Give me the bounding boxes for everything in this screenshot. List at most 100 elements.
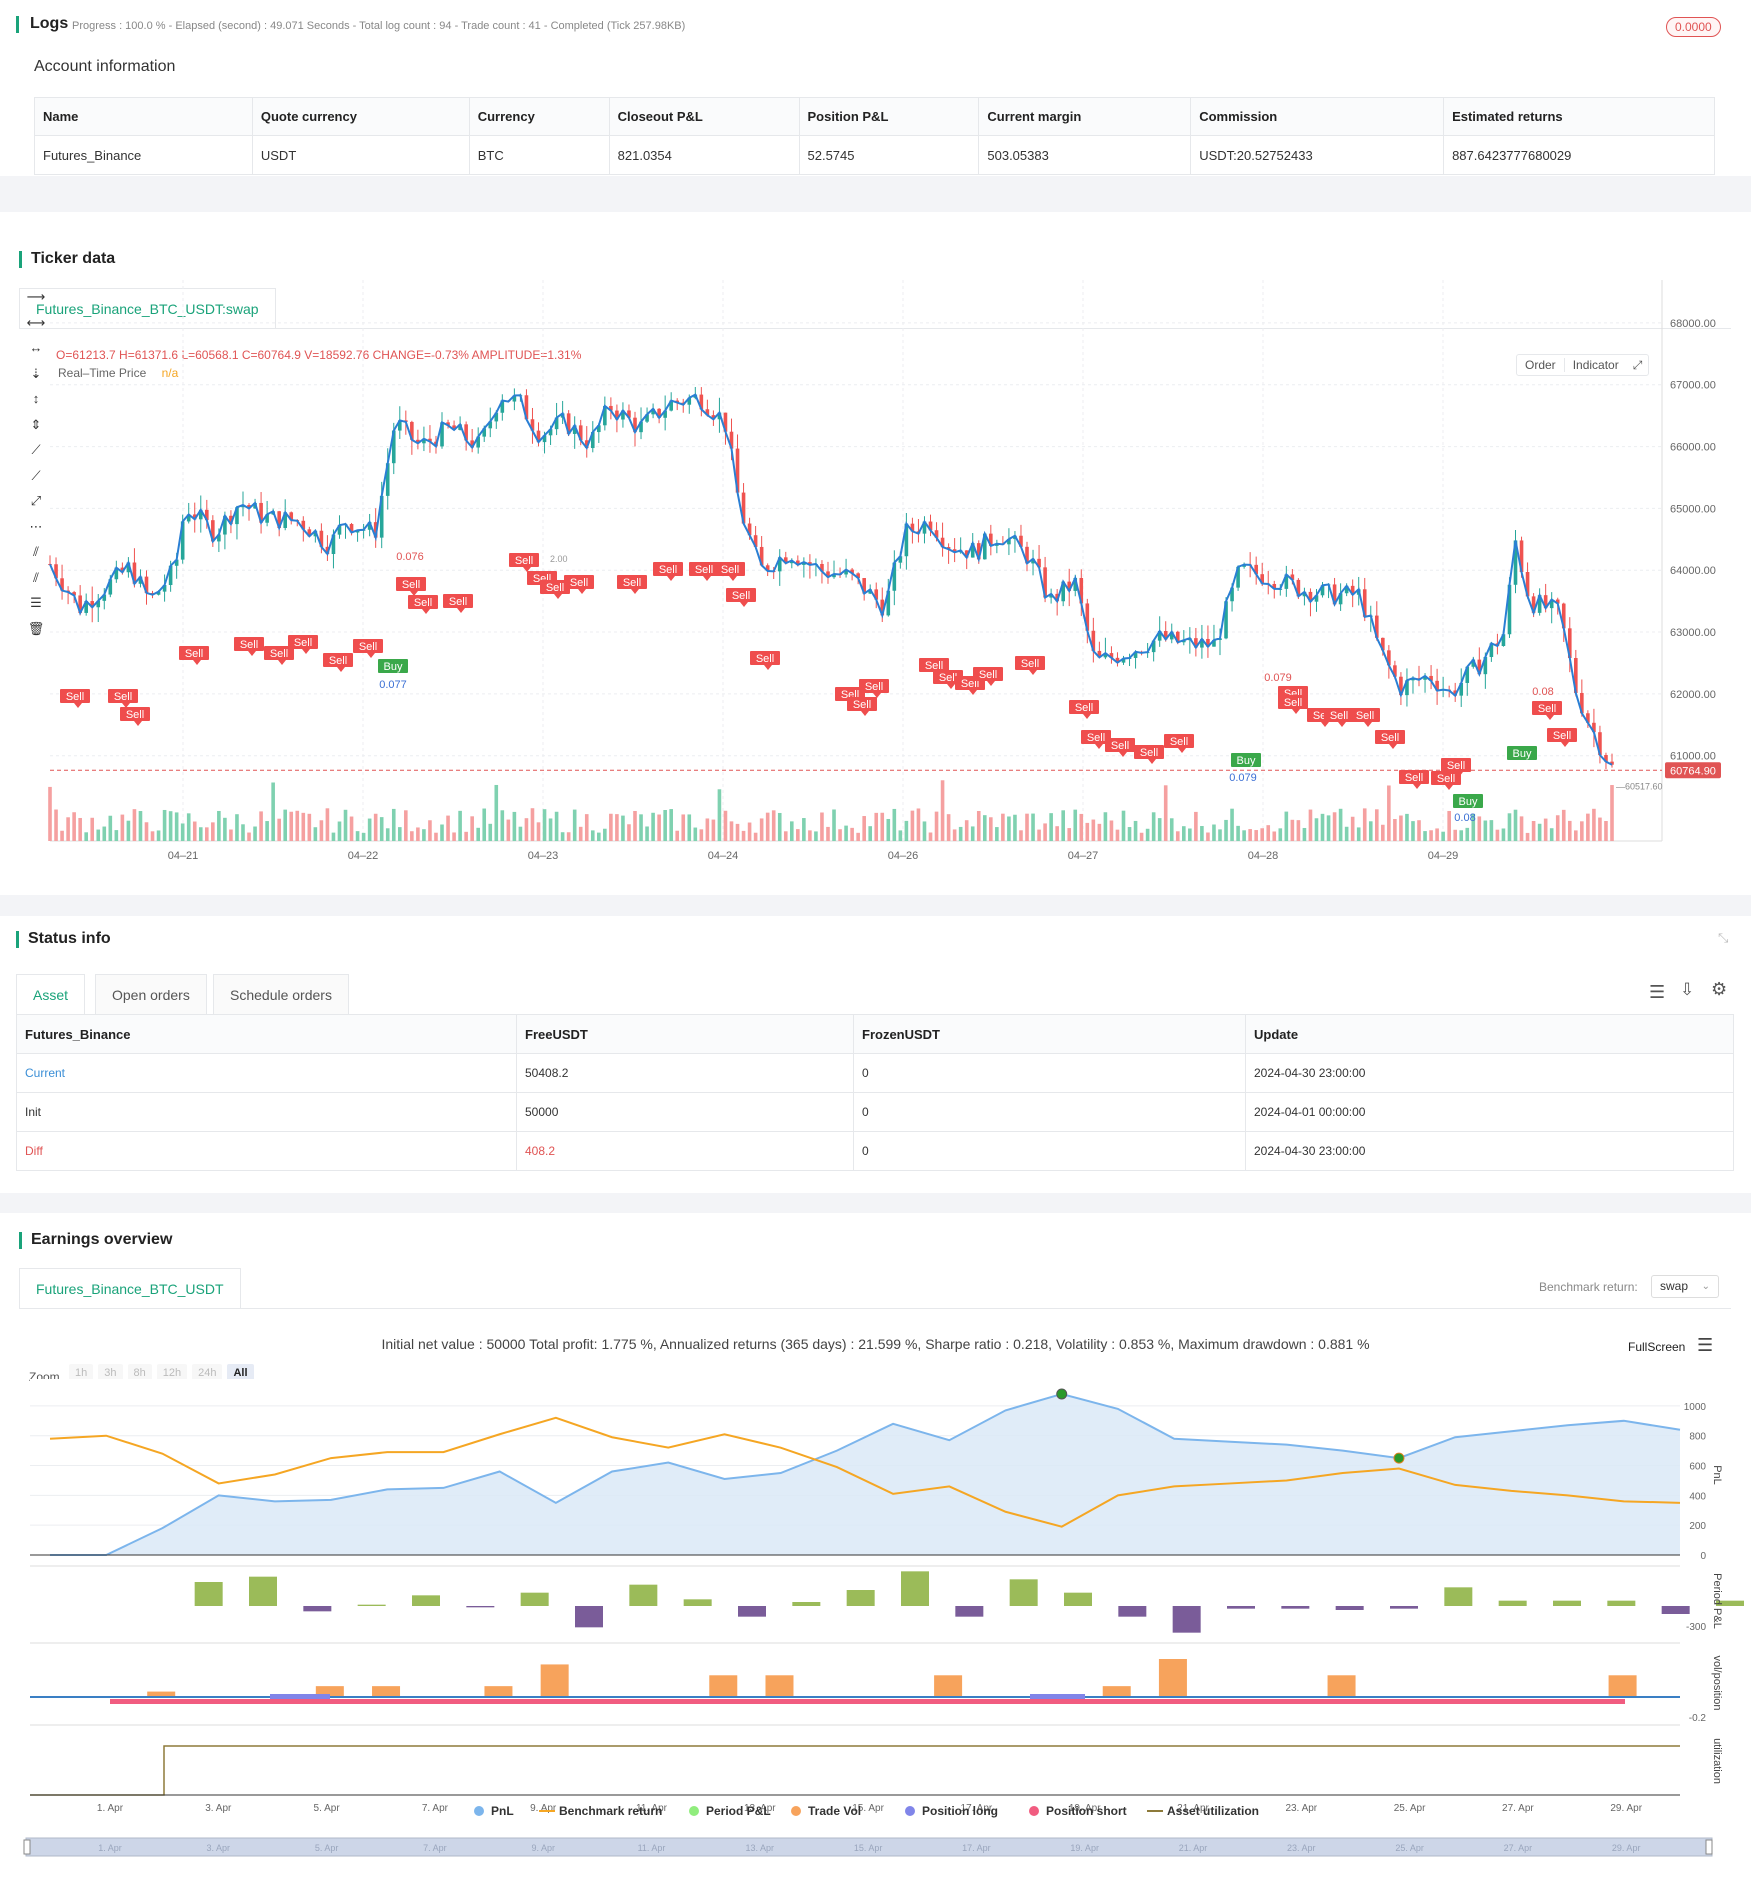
- account-col-0: Name: [34, 97, 253, 136]
- sell-marker-arrow: [1561, 742, 1569, 747]
- period-pnl-bar: [194, 1582, 223, 1606]
- period-pnl-bar: [1607, 1600, 1636, 1606]
- menu-icon[interactable]: ☰: [1649, 982, 1666, 1002]
- indicator-button[interactable]: Indicator: [1572, 358, 1619, 372]
- candle-body: [796, 560, 800, 565]
- horizontal-line-icon[interactable]: ↔: [29, 340, 43, 355]
- sell-label: Sell: [359, 641, 377, 653]
- trend-line-icon[interactable]: ⟋: [31, 442, 41, 457]
- volume-bar: [958, 826, 963, 841]
- volume-bar: [1091, 819, 1096, 841]
- account-col-3: Closeout P&L: [608, 97, 800, 136]
- tab-asset[interactable]: Asset: [16, 974, 86, 1014]
- collapse-icon[interactable]: ⤡: [1718, 930, 1729, 945]
- vertical-line-icon[interactable]: ⇣: [30, 365, 42, 381]
- account-cell-7: 887.6423777680029: [1443, 135, 1715, 175]
- sell-marker-arrow: [1083, 714, 1091, 719]
- volume-bar: [343, 809, 348, 841]
- candle-body: [946, 547, 951, 550]
- volume-bar: [500, 810, 505, 841]
- volume-bar: [1109, 820, 1114, 841]
- benchmark-select[interactable]: swap ⌄: [1651, 1275, 1719, 1298]
- horizontal-ray-icon[interactable]: ⟶: [26, 289, 46, 304]
- candle-body: [1537, 595, 1542, 613]
- candle-body: [1574, 658, 1578, 693]
- candlestick-chart[interactable]: 68000.00 67000.00 66000.00 65000.00 64000.00…: [0, 212, 1751, 895]
- zoom-All[interactable]: All: [227, 1364, 254, 1382]
- candle-body: [349, 524, 354, 533]
- faint-price-label: 2.00: [550, 554, 568, 564]
- zoom-12h[interactable]: 12h: [156, 1364, 188, 1382]
- buy-marker: [1453, 794, 1483, 808]
- volume-bar: [470, 816, 474, 841]
- trade-vol-bar: [540, 1664, 569, 1697]
- zoom-8h[interactable]: 8h: [127, 1364, 152, 1382]
- download-icon[interactable]: ⇩: [1680, 980, 1695, 999]
- sell-marker-arrow: [302, 649, 310, 654]
- fib-retracement-icon[interactable]: ☰: [30, 595, 42, 610]
- parallel-channel-icon[interactable]: ⫽: [33, 544, 39, 559]
- candle-body: [446, 422, 450, 426]
- candle-body: [144, 576, 149, 593]
- sell-marker: [509, 553, 539, 567]
- zoom-1h[interactable]: 1h: [69, 1364, 94, 1382]
- volume-bar: [1055, 826, 1059, 841]
- measure-icon[interactable]: ⋯: [29, 518, 43, 534]
- candle-body: [1031, 558, 1035, 564]
- sell-marker-arrow: [1455, 772, 1463, 777]
- candle-body: [1399, 676, 1403, 696]
- sell-marker-arrow: [193, 660, 201, 665]
- volume-bar: [880, 812, 885, 841]
- order-button[interactable]: Order: [1517, 358, 1565, 372]
- tab-open-orders[interactable]: Open orders: [95, 974, 207, 1014]
- sell-label: Sell: [270, 648, 288, 660]
- x-tick: 9. Apr: [530, 1803, 557, 1814]
- volume-bar: [597, 832, 601, 841]
- tab-schedule-orders[interactable]: Schedule orders: [213, 974, 349, 1014]
- candle-body: [609, 405, 613, 411]
- ray-line-icon[interactable]: ⟋: [31, 467, 41, 483]
- row-name-current[interactable]: Current: [16, 1053, 517, 1093]
- candle-body: [1332, 584, 1337, 605]
- fib-channel-icon[interactable]: ⫽: [33, 569, 39, 585]
- volume-bar: [747, 822, 752, 841]
- earnings-chart[interactable]: 1000 800 600 400 200 0 -300 -0.2 PnL Period P&L vo…: [0, 1213, 1751, 1891]
- status-panel: Status info ⤡ Asset Open orders Schedule…: [0, 916, 1751, 1193]
- sell-marker-arrow: [1029, 670, 1037, 675]
- volume-bar: [1163, 785, 1168, 841]
- trash-icon[interactable]: 🗑: [27, 620, 45, 636]
- max-marker: [1056, 1388, 1068, 1400]
- settings-icon[interactable]: ⚙: [1711, 979, 1728, 999]
- sell-marker-arrow: [764, 665, 772, 670]
- table-row: Init 50000 0 2024-04-01 00:00:00: [16, 1092, 1734, 1132]
- ray-icon[interactable]: ⟷: [26, 314, 46, 330]
- trade-vol-bar: [372, 1686, 401, 1697]
- candle-body: [1103, 653, 1108, 658]
- col-exchange: Futures_Binance: [16, 1014, 517, 1054]
- expand-icon[interactable]: ⤢: [1632, 357, 1643, 372]
- zoom-3h[interactable]: 3h: [98, 1364, 123, 1382]
- volume-bar: [572, 809, 577, 841]
- vertical-segment-icon[interactable]: ↕: [32, 391, 40, 406]
- pnl-tick: 0: [1700, 1551, 1706, 1562]
- candle-body: [476, 436, 480, 448]
- volume-bar: [1218, 829, 1222, 841]
- tab-ticker-symbol[interactable]: Futures_Binance_BTC_USDT:swap: [19, 288, 276, 328]
- log-badge[interactable]: 0.0000: [1666, 17, 1721, 37]
- hamburger-icon[interactable]: ☰: [1697, 1335, 1714, 1355]
- volume-bar: [289, 811, 294, 841]
- candle-body: [277, 511, 281, 528]
- tab-divider: [19, 1308, 1731, 1309]
- sell-label: Sell: [1356, 710, 1374, 722]
- tab-earnings-symbol[interactable]: Futures_Binance_BTC_USDT: [19, 1268, 241, 1308]
- fullscreen-button[interactable]: FullScreen: [1628, 1340, 1686, 1354]
- candle-body: [856, 573, 860, 579]
- vertical-range-icon[interactable]: ⇕: [30, 416, 42, 432]
- volume-bar: [1151, 812, 1156, 841]
- volume-bar: [560, 832, 565, 841]
- candle-body: [325, 546, 330, 555]
- candle-body: [645, 414, 649, 422]
- sell-marker: [396, 577, 426, 591]
- zoom-24h[interactable]: 24h: [192, 1364, 223, 1382]
- extended-line-icon[interactable]: ⤢: [30, 493, 42, 508]
